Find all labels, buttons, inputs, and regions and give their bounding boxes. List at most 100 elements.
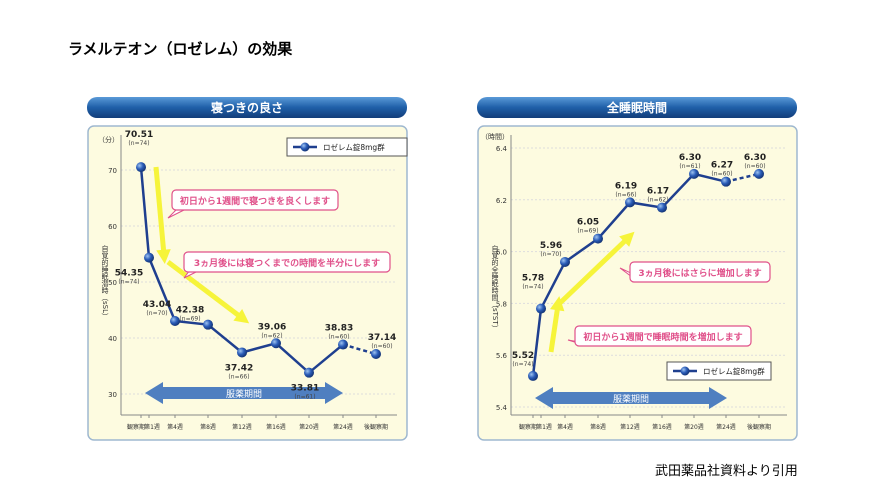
- data-point: [136, 162, 146, 173]
- data-label: 5.78: [522, 274, 544, 284]
- x-tick-label: 第4週: [557, 423, 573, 431]
- data-label: 6.05: [577, 218, 599, 228]
- data-point: [170, 315, 180, 326]
- highlight-arrow: [166, 260, 244, 320]
- callout-box: [629, 261, 771, 283]
- period-arrow: [535, 387, 727, 409]
- legend-label: ロゼレム錠8mg群: [323, 142, 385, 152]
- y-tick-label: 70: [108, 167, 117, 175]
- x-tick-label: 第24週: [716, 423, 736, 431]
- y-tick-label: 5.8: [496, 300, 507, 308]
- legend-marker: [300, 142, 310, 152]
- data-point: [338, 339, 348, 350]
- data-point: [536, 303, 546, 314]
- x-tick-label: 第8週: [200, 423, 216, 431]
- data-n-label: (n=60): [371, 343, 392, 350]
- data-point: [203, 319, 213, 330]
- data-n-label: (n=74): [522, 284, 543, 291]
- chart-title: 寝つきの良さ: [211, 100, 283, 115]
- source-note: 武田薬品社資料より引用: [655, 464, 798, 479]
- series-line: [531, 172, 727, 377]
- data-point: [144, 252, 154, 263]
- x-tick-label: 第20週: [299, 423, 319, 431]
- y-tick-label: 30: [108, 391, 117, 399]
- data-n-label: (n=66): [615, 191, 636, 198]
- callout-text: 3ヵ月後には寝つくまでの時間を半分にします: [194, 257, 380, 269]
- legend-marker: [680, 366, 690, 376]
- callout-text: 初日から1週間で寝つきを良くします: [180, 195, 330, 207]
- data-n-label: (n=66): [228, 373, 249, 380]
- x-tick-label: 第20週: [684, 423, 704, 431]
- series-line: [139, 167, 344, 375]
- highlight-arrow-head: [233, 309, 250, 324]
- highlight-arrow: [153, 166, 167, 256]
- data-label: 54.35: [115, 269, 143, 279]
- data-label: 43.04: [143, 300, 171, 310]
- data-label: 33.81: [291, 384, 319, 394]
- highlight-arrow: [548, 304, 561, 353]
- callout-box: [171, 189, 339, 211]
- x-tick-label: 第16週: [266, 423, 286, 431]
- y-tick-label: 5.4: [496, 404, 508, 412]
- x-tick-label: 第8週: [590, 423, 606, 431]
- y-tick-label: 60: [108, 223, 117, 231]
- data-n-label: (n=74): [118, 279, 139, 286]
- data-n-label: (n=61): [679, 163, 700, 170]
- data-n-label: (n=69): [577, 228, 598, 235]
- highlight-arrow: [558, 236, 630, 305]
- y-tick-label: 5.6: [496, 352, 508, 360]
- data-label: 6.30: [744, 153, 766, 163]
- x-tick-label: 第16週: [652, 423, 672, 431]
- data-label: 6.27: [711, 161, 733, 171]
- data-point: [371, 349, 381, 360]
- x-tick-label: 後観察期: [364, 423, 388, 431]
- data-n-label: (n=60): [328, 334, 349, 341]
- data-label: 39.06: [258, 322, 286, 332]
- data-n-label: (n=70): [540, 251, 561, 258]
- y-tick-label: 40: [108, 335, 117, 343]
- data-n-label: (n=62): [261, 332, 282, 339]
- y-tick-label: 6.0: [496, 249, 507, 257]
- data-label: 5.96: [540, 241, 562, 251]
- data-label: 37.42: [225, 363, 253, 373]
- highlight-arrow-head: [550, 296, 565, 312]
- y-axis-label: 自覚的全睡眠時間（sTST）: [491, 244, 499, 331]
- x-tick-label: 第4週: [167, 423, 183, 431]
- x-tick-label: 観察期: [519, 423, 537, 431]
- data-n-label: (n=61): [294, 394, 315, 401]
- data-n-label: (n=74): [128, 140, 149, 147]
- callout-text: 初日から1週間で睡眠時間を増加します: [583, 331, 742, 343]
- data-point: [721, 176, 731, 187]
- data-n-label: (n=62): [647, 197, 668, 204]
- legend-box: [286, 137, 408, 157]
- legend-box: [666, 361, 772, 381]
- data-point: [237, 347, 247, 358]
- data-n-label: (n=74): [512, 361, 533, 368]
- data-n-label: (n=69): [179, 316, 200, 323]
- data-label: 5.52: [512, 351, 534, 361]
- series-line-followup: [342, 343, 377, 356]
- highlight-arrow-head: [619, 231, 635, 247]
- highlight-arrow-head: [156, 249, 171, 264]
- data-label: 38.83: [325, 324, 353, 334]
- chart-header-1: [477, 97, 797, 118]
- period-arrow: [145, 382, 343, 404]
- data-label: 37.14: [368, 333, 396, 343]
- y-tick-label: 6.2: [496, 197, 507, 205]
- data-point: [560, 256, 570, 267]
- data-point: [304, 367, 314, 378]
- data-n-label: (n=60): [744, 163, 765, 170]
- data-label: 6.19: [615, 181, 637, 191]
- data-label: 70.51: [125, 130, 153, 140]
- y-unit-label: （分）: [98, 135, 119, 144]
- x-tick-label: 第1週: [536, 423, 552, 431]
- chart-header-0: [87, 97, 407, 118]
- x-tick-label: 第24週: [333, 423, 353, 431]
- data-point: [754, 168, 764, 179]
- period-label: 服薬期間: [226, 388, 262, 400]
- callout-text: 3ヵ月後にはさらに増加します: [638, 267, 761, 279]
- period-label: 服薬期間: [613, 393, 649, 405]
- data-point: [689, 168, 699, 179]
- callout-box: [183, 251, 391, 273]
